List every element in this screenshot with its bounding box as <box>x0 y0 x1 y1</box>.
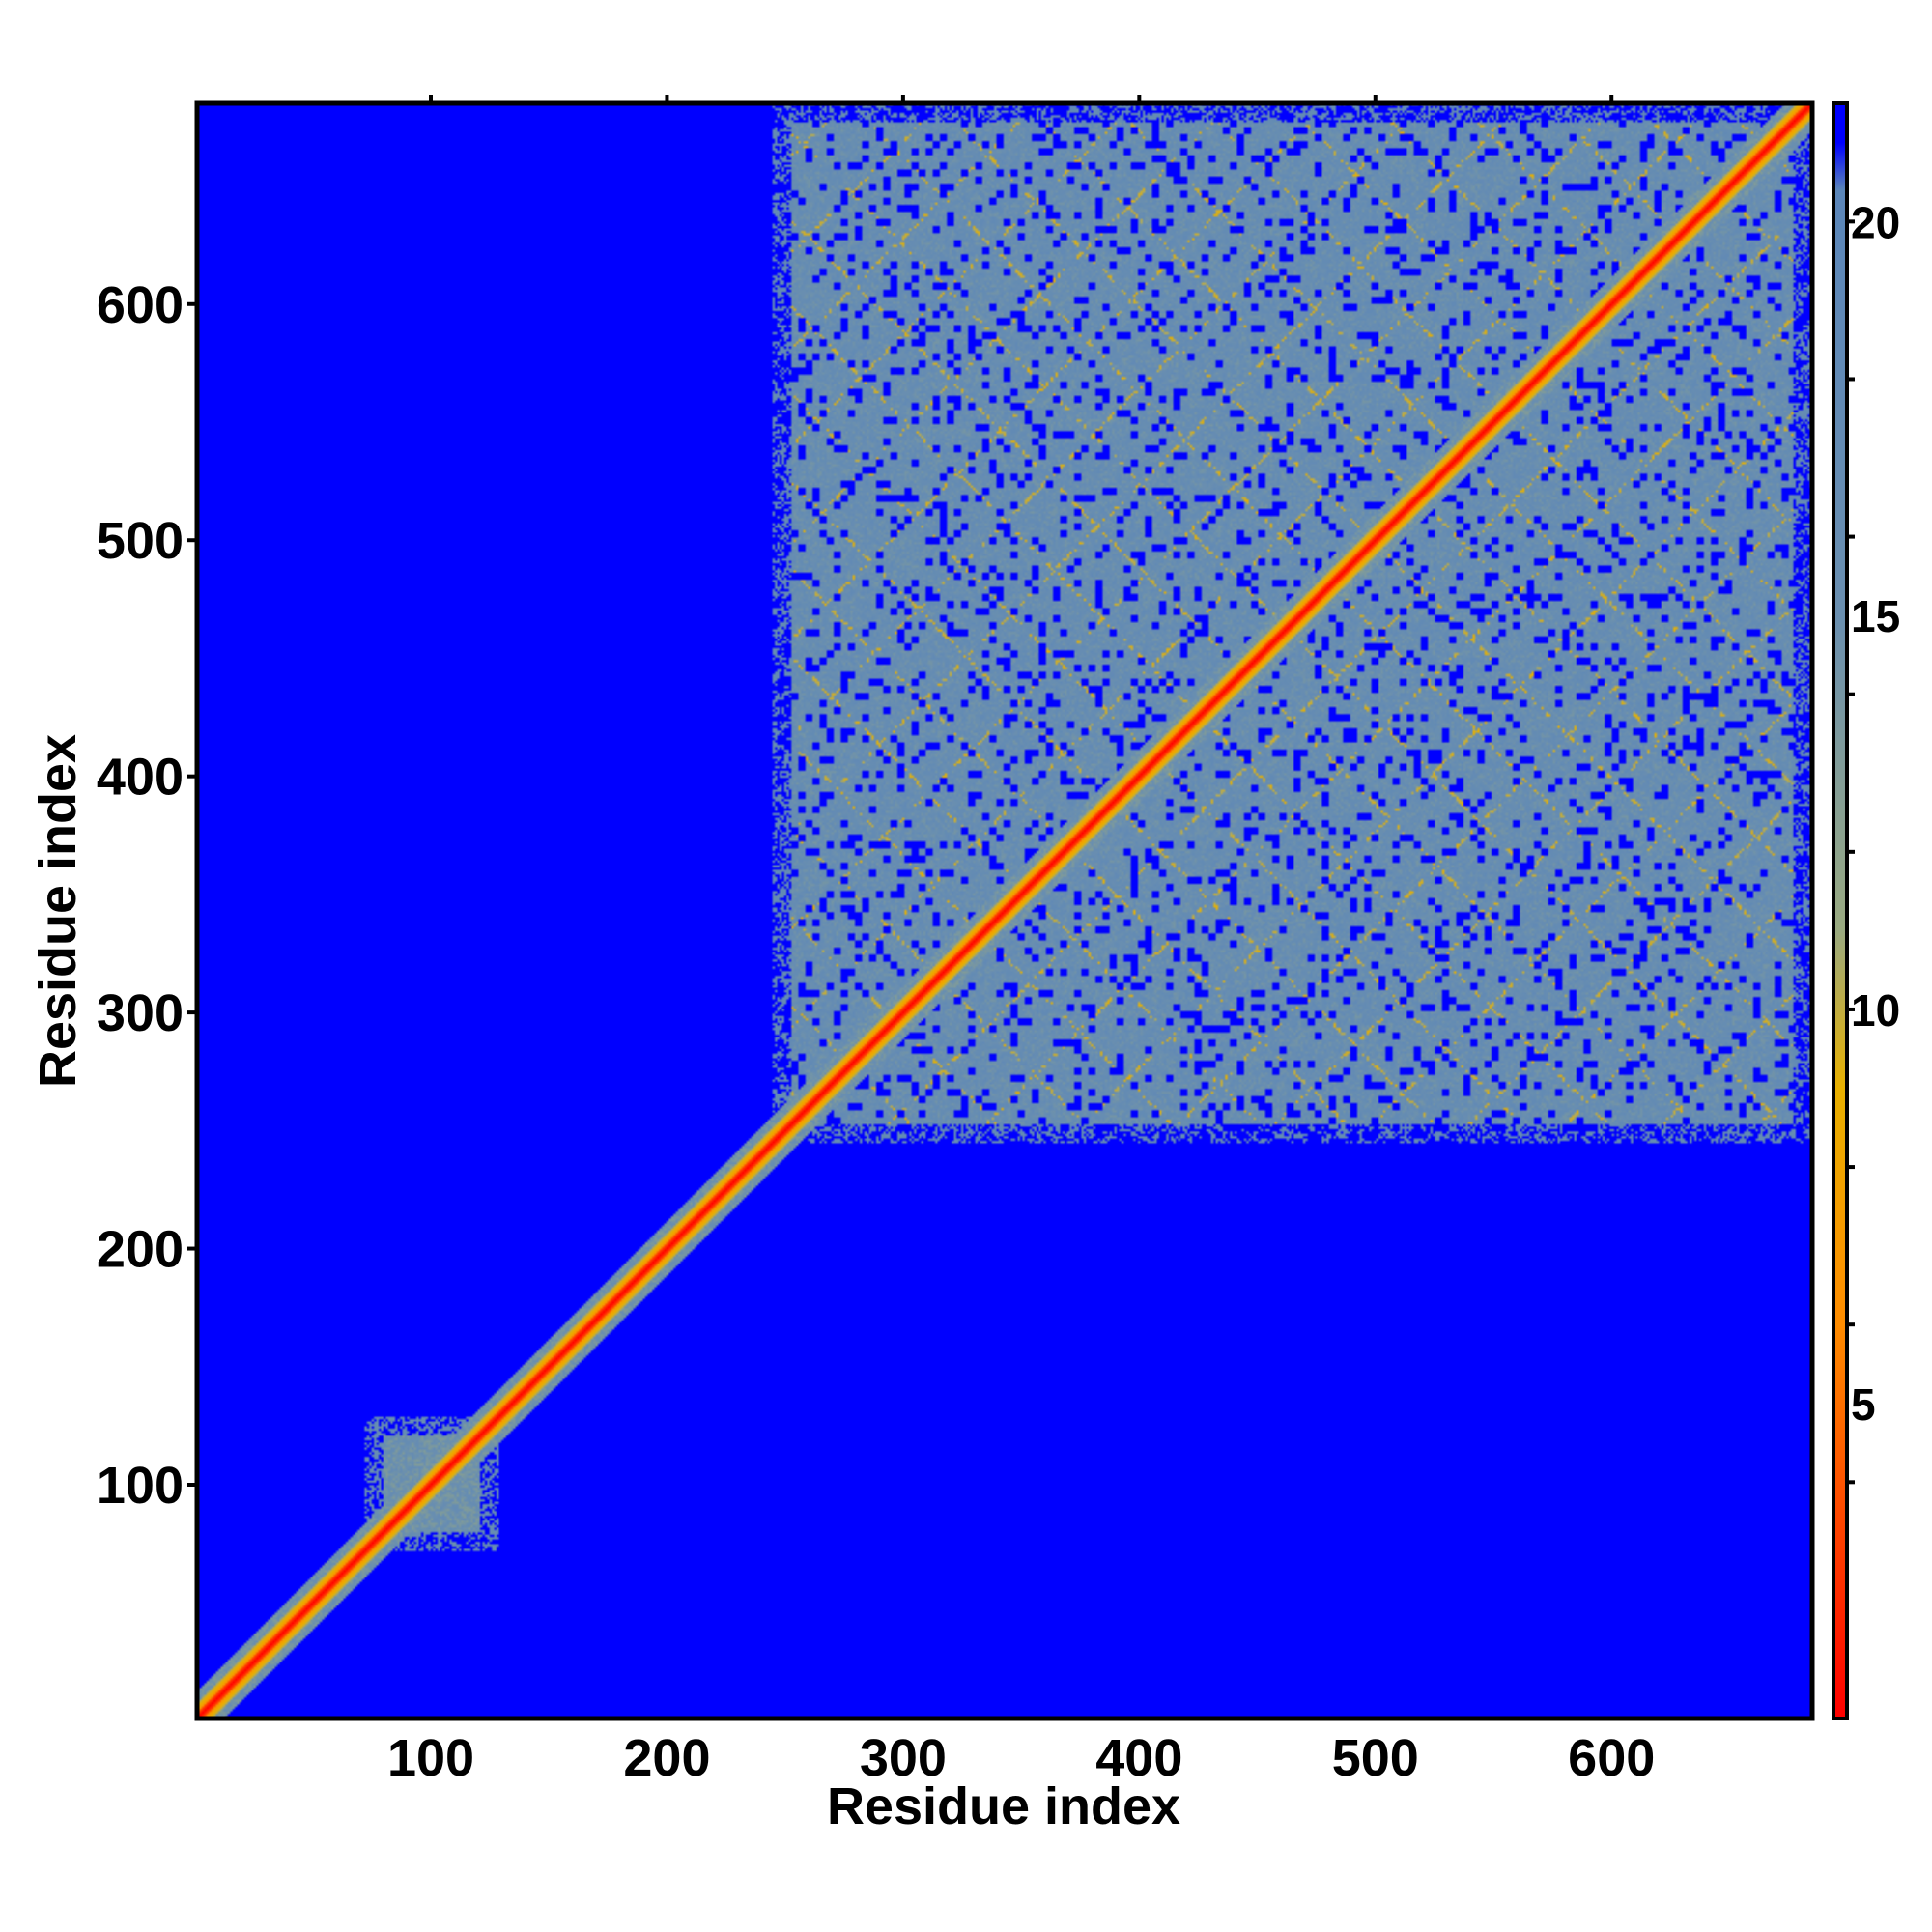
y-tick-label: 100 <box>97 1457 184 1515</box>
x-axis-ticks: 100 200 300 400 500 600 <box>387 95 1655 1787</box>
x-tick-label: 100 <box>387 1729 474 1787</box>
x-axis-title: Residue index <box>827 1777 1180 1835</box>
colorbar-bar <box>1832 101 1849 1720</box>
colorbar-tick-label: 20 <box>1851 197 1900 247</box>
x-tick-label: 500 <box>1332 1729 1419 1787</box>
y-tick-label: 500 <box>97 512 184 570</box>
heatmap-area <box>197 103 1812 1719</box>
colorbar-tick-label: 5 <box>1851 1379 1876 1430</box>
y-axis-ticks: 100 200 300 400 500 600 <box>97 276 197 1515</box>
y-tick-label: 400 <box>97 749 184 807</box>
colorbar-tick-label: 10 <box>1851 985 1900 1036</box>
colorbar-tick-label: 15 <box>1851 591 1900 641</box>
y-tick-label: 600 <box>97 276 184 334</box>
plot-frame <box>194 100 1815 1721</box>
x-tick-label: 300 <box>860 1729 947 1787</box>
colorbar: 5 10 15 20 <box>1832 101 1900 1720</box>
y-tick-label: 300 <box>97 984 184 1042</box>
y-tick-label: 200 <box>97 1221 184 1279</box>
x-tick-label: 200 <box>623 1729 710 1787</box>
x-tick-label: 400 <box>1095 1729 1182 1787</box>
x-tick-label: 600 <box>1568 1729 1655 1787</box>
y-axis-title: Residue index <box>29 734 87 1088</box>
